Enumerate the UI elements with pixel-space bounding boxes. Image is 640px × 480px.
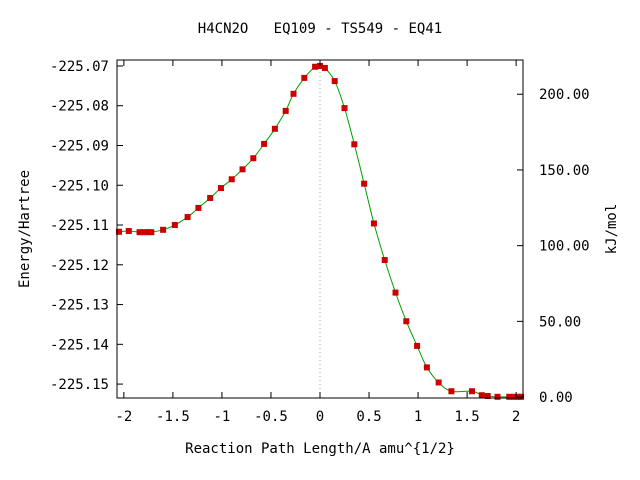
data-point: [290, 90, 297, 97]
data-point: [140, 229, 147, 236]
x-tick-label: -2: [115, 409, 132, 425]
data-point: [381, 257, 388, 264]
data-point: [511, 393, 518, 400]
data-point: [282, 107, 289, 114]
data-point: [160, 226, 167, 233]
y-tick-label: -225.08: [50, 99, 109, 115]
y2-tick-label: 100.00: [539, 239, 590, 255]
data-point: [469, 388, 475, 395]
data-point: [351, 141, 358, 148]
data-point: [414, 342, 421, 349]
data-point: [484, 393, 491, 400]
data-point: [370, 220, 377, 227]
y2-axis-label: kJ/mol: [604, 204, 620, 255]
data-point: [195, 204, 202, 211]
x-tick-label: 1.5: [454, 409, 479, 425]
data-point: [392, 289, 399, 296]
y-tick-label: -225.10: [50, 178, 109, 194]
data-point: [239, 166, 246, 173]
x-tick-label: -0.5: [254, 409, 288, 425]
y-tick-label: -225.13: [50, 298, 109, 314]
data-point: [361, 180, 368, 187]
data-point: [506, 393, 513, 400]
data-point: [207, 194, 214, 201]
data-point: [217, 185, 224, 192]
data-point: [136, 229, 143, 236]
data-point: [261, 140, 268, 147]
data-point: [494, 393, 501, 400]
data-point: [171, 222, 178, 229]
y-tick-label: -225.12: [50, 258, 109, 274]
x-axis-label: Reaction Path Length/A amu^{1/2}: [185, 441, 455, 457]
data-point: [321, 64, 328, 71]
x-tick-label: 0.5: [356, 409, 381, 425]
data-point: [403, 318, 410, 325]
data-point: [184, 214, 191, 221]
y-axis-label: Energy/Hartree: [17, 170, 33, 288]
data-point: [125, 227, 132, 234]
y-tick-label: -225.11: [50, 218, 109, 234]
y-tick-label: -225.07: [50, 59, 109, 75]
data-point: [435, 379, 442, 386]
y2-tick-label: 150.00: [539, 163, 590, 179]
y-tick-label: -225.14: [50, 337, 109, 353]
series-line: [118, 65, 522, 398]
data-point: [148, 229, 155, 236]
data-point: [271, 125, 278, 132]
x-tick-label: -1.5: [156, 409, 190, 425]
data-point: [250, 155, 257, 162]
x-tick-label: 2: [512, 409, 520, 425]
energy-series: [115, 62, 525, 400]
data-point: [312, 63, 319, 70]
data-point: [301, 74, 308, 81]
x-tick-label: -1: [214, 409, 231, 425]
data-point: [448, 388, 455, 395]
x-tick-label: 0: [316, 409, 324, 425]
data-point: [423, 364, 430, 371]
data-point: [341, 105, 348, 112]
x-tick-label: 1: [414, 409, 422, 425]
data-point: [478, 392, 485, 399]
chart-title: H4CN2O EQ109 - TS549 - EQ41: [198, 21, 442, 37]
data-point: [331, 78, 338, 85]
y-tick-label: -225.15: [50, 377, 109, 393]
y2-tick-label: 0.00: [539, 390, 573, 406]
y2-tick-label: 200.00: [539, 87, 590, 103]
axis-ticks: -2 -1.5 -1 -0.5 0 0.5 1 1.5 2 -225.07 -225.08 -225.…: [50, 59, 590, 425]
data-point: [228, 176, 235, 183]
data-point: [144, 229, 151, 236]
data-point: [115, 228, 122, 235]
y-tick-label: -225.09: [50, 138, 109, 154]
y2-tick-label: 50.00: [539, 314, 581, 330]
